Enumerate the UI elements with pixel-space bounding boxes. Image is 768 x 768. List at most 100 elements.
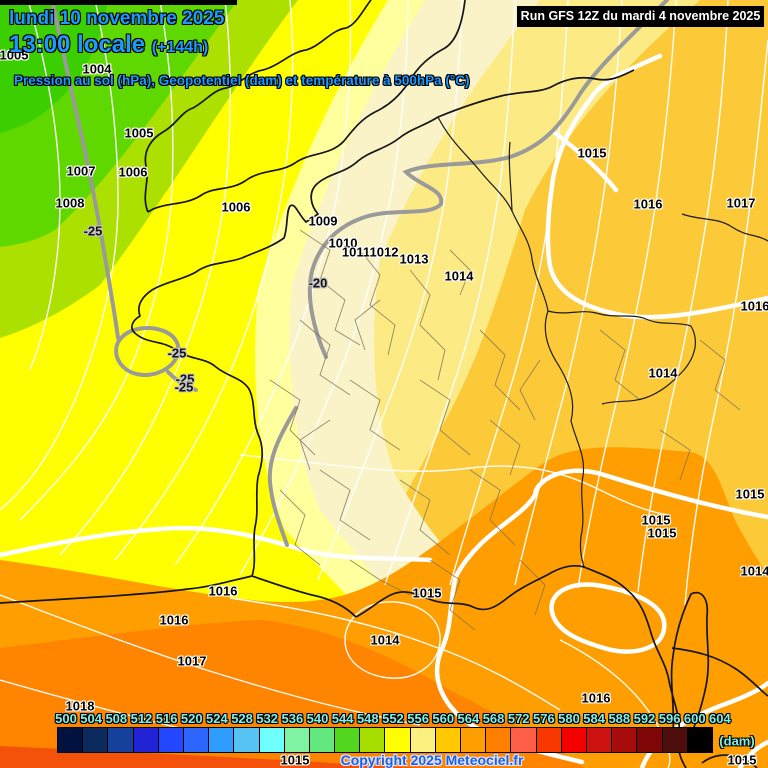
scale-tick: 552 — [382, 711, 404, 726]
map-parameters-title: Pression au sol (hPa), Geopotentiel (dam… — [14, 73, 470, 88]
forecast-date: lundi 10 novembre 2025 — [9, 8, 225, 29]
scale-tick: 500 — [55, 711, 77, 726]
scale-tick: 580 — [558, 711, 580, 726]
scale-tick: 512 — [130, 711, 153, 726]
pressure-label: 1015 — [280, 752, 310, 768]
scale-tick: 516 — [155, 711, 178, 726]
pressure-label: 1006 — [118, 164, 148, 180]
scale-tick: 592 — [633, 711, 656, 726]
scale-color-cell — [133, 728, 159, 752]
pressure-label: 1011 — [341, 244, 371, 260]
scale-tick: 532 — [256, 711, 279, 726]
pressure-label: 1017 — [177, 653, 207, 669]
scale-tick: 568 — [482, 711, 505, 726]
scale-tick: 560 — [432, 711, 455, 726]
scale-color-cell — [612, 728, 638, 752]
pressure-label: 1016 — [208, 583, 238, 599]
scale-color-cell — [385, 728, 411, 752]
pressure-label: 1018 — [65, 698, 95, 714]
scale-color-cell — [284, 728, 310, 752]
scale-unit-label: (dam) — [719, 733, 755, 749]
pressure-label: 1015 — [412, 585, 442, 601]
pressure-label: 1014 — [444, 268, 474, 284]
scale-color-cell — [662, 728, 688, 752]
region-hot-strip — [0, 746, 470, 768]
scale-tick: 604 — [709, 711, 731, 726]
scale-color-cell — [486, 728, 512, 752]
pressure-label: 1007 — [66, 163, 96, 179]
pressure-label: 1006 — [221, 199, 251, 215]
forecast-time: 13:00 locale (+144h) — [9, 31, 470, 59]
department-borders — [269, 229, 741, 631]
scale-tick: 600 — [683, 711, 706, 726]
forecast-hour-offset: (+144h) — [151, 39, 209, 56]
scale-tick: 504 — [80, 711, 102, 726]
scale-color-cell — [58, 728, 84, 752]
pressure-label: 1010 — [328, 235, 358, 251]
scale-color-cell — [410, 728, 436, 752]
pressure-label: 1016 — [740, 298, 768, 314]
scale-color-cell — [586, 728, 613, 752]
pressure-label: 1012 — [369, 244, 399, 260]
scale-color-cell — [511, 728, 537, 752]
scale-tick: 596 — [658, 711, 681, 726]
scale-color-cell — [687, 728, 712, 752]
pressure-label: 1014 — [740, 563, 768, 579]
scale-color-cell — [158, 728, 184, 752]
scale-tick: 528 — [231, 711, 253, 726]
scale-tick: 556 — [407, 711, 429, 726]
scale-color-cell — [536, 728, 562, 752]
scale-color-cell — [435, 728, 461, 752]
scale-color-cell — [561, 728, 587, 752]
scale-tick-labels: 500 504 508 512 516 520 524 528 532 536 540 544 548 5… — [0, 711, 768, 726]
country-borders — [437, 116, 768, 568]
pressure-label: 1017 — [726, 195, 756, 211]
pressure-label: 1014 — [648, 365, 678, 381]
pressure-label: 1008 — [55, 195, 85, 211]
temperature-label: -25 — [83, 223, 103, 239]
pressure-label: 1016 — [633, 196, 663, 212]
forecast-header: lundi 10 novembre 2025 13:00 locale (+14… — [9, 8, 470, 88]
temperature-label: -20 — [308, 275, 328, 291]
pressure-label: 1004 — [82, 61, 112, 77]
pressure-label: 1016 — [159, 612, 189, 628]
scale-tick: 588 — [608, 711, 631, 726]
scale-tick: 524 — [206, 711, 228, 726]
scale-color-cell — [234, 728, 260, 752]
pressure-label: 1015 — [735, 486, 765, 502]
scale-color-cell — [108, 728, 134, 752]
scale-color-cell — [461, 728, 487, 752]
scale-color-cell — [360, 728, 386, 752]
scale-tick: 536 — [281, 711, 304, 726]
top-black-strip — [0, 0, 237, 5]
pressure-label: 1005 — [124, 125, 154, 141]
pressure-label: 1014 — [370, 632, 400, 648]
forecast-time-value: 13:00 locale — [9, 31, 146, 58]
scale-tick: 540 — [306, 711, 329, 726]
pressure-label: 1015 — [727, 752, 757, 768]
scale-tick: 508 — [105, 711, 128, 726]
scale-tick: 548 — [356, 711, 379, 726]
pressure-label: 1015 — [647, 525, 677, 541]
pressure-label: 1013 — [399, 251, 429, 267]
temperature-label: -25 — [174, 379, 194, 395]
pressure-label: 1015 — [641, 512, 671, 528]
pressure-label: 1005 — [0, 47, 29, 63]
scale-color-cell — [183, 728, 210, 752]
scale-color-cell — [259, 728, 285, 752]
pressure-label: 1016 — [581, 690, 611, 706]
color-scale-bar — [57, 727, 713, 753]
scale-tick: 564 — [457, 711, 480, 726]
pressure-label: 1009 — [308, 213, 338, 229]
region-dark-green — [0, 0, 108, 133]
scale-tick: 576 — [532, 711, 555, 726]
pressure-label: 1015 — [577, 145, 607, 161]
scale-color-cell — [83, 728, 109, 752]
model-run-info: Run GFS 12Z du mardi 4 novembre 2025 — [517, 6, 764, 27]
scale-color-cell — [335, 728, 361, 752]
temperature-label: -25 — [167, 345, 187, 361]
scale-tick: 572 — [507, 711, 530, 726]
